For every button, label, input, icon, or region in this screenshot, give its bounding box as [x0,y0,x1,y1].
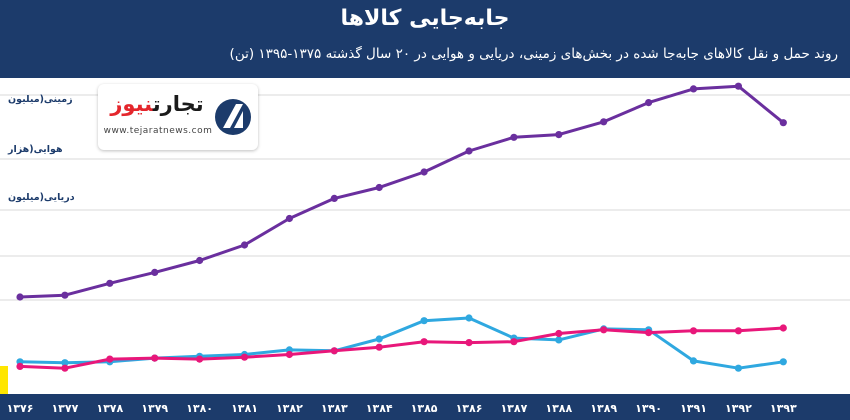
data-point-s2-7 [330,347,338,355]
series-line-2 [19,326,784,370]
data-point-s0-4 [196,256,204,265]
data-point-s2-3 [151,354,159,362]
data-point-s0-8 [375,183,383,192]
data-point-s1-9 [420,317,428,325]
x-tick-label: ۱۳۷۸ [96,402,123,415]
x-tick-label: ۱۳۷۶ [7,402,34,415]
data-point-s2-13 [600,326,608,334]
logo-wordmark: تجارتنیوز [110,92,204,116]
data-point-s1-10 [465,314,473,322]
series-label-sea: دریایی(میلیون [8,192,75,203]
x-tick-label: ۱۳۸۱ [231,402,258,415]
data-point-s2-0 [16,362,24,370]
x-tick-label: ۱۳۹۲ [725,402,752,415]
data-point-s2-14 [645,329,653,337]
data-point-s0-17 [779,119,787,127]
data-point-s0-5 [240,241,249,249]
data-point-s2-11 [510,338,518,346]
line-chart [0,82,850,372]
x-tick-label: ۱۳۸۹ [590,402,617,415]
data-point-s2-12 [555,329,563,338]
data-point-s2-5 [240,353,249,361]
x-tick-label: ۱۳۸۳ [321,402,348,415]
x-tick-label: ۱۳۹۰ [635,402,662,415]
data-point-s1-8 [375,335,383,343]
tejaratnews-logo-icon [215,99,251,135]
x-tick-label: ۱۳۸۴ [366,402,393,415]
data-point-s1-16 [734,364,743,372]
x-tick-label: ۱۳۸۰ [186,402,213,415]
data-point-s0-10 [465,147,473,155]
data-point-s1-17 [779,358,787,366]
data-point-s0-13 [600,118,608,126]
highlight-marker [0,366,8,394]
x-axis: ۱۳۷۶ ۱۳۷۷ ۱۳۷۸ ۱۳۷۹ ۱۳۸۰ ۱۳۸۱ ۱۳۸۲ ۱۳۸۳ ۱۳۸۴ ۱۳۸۵… [7,402,797,415]
x-tick-label: ۱۳۸۷ [500,402,527,415]
x-tick-label: ۱۳۷۹ [141,402,168,415]
data-point-s0-6 [285,214,293,223]
data-point-s1-1 [61,359,69,367]
x-tick-label: ۱۳۸۶ [456,402,483,415]
header-bar: جابه‌جایی کالاها روند حمل و نقل کالاهای … [0,0,850,78]
data-point-s2-4 [196,355,204,363]
series-label-ground: زمینی(میلیون [8,94,73,105]
data-point-s2-10 [465,339,473,347]
data-point-s0-7 [330,194,338,202]
series-label-air: هوایی(هزار [8,144,63,155]
x-tick-label: ۱۳۹۱ [680,402,707,415]
x-axis-band [0,394,850,420]
data-point-s2-16 [734,327,743,335]
data-point-s1-15 [689,357,698,365]
data-point-s0-0 [16,293,24,301]
data-point-s2-9 [420,338,428,346]
data-point-s0-9 [420,168,428,176]
data-point-s2-8 [375,343,383,351]
x-tick-label: ۱۳۸۲ [276,402,303,415]
data-point-s0-3 [151,268,159,276]
data-point-s0-11 [510,133,518,141]
x-tick-label: ۱۳۹۳ [770,402,797,415]
data-point-s0-1 [61,291,69,299]
data-point-s0-15 [689,85,698,93]
data-point-s2-17 [779,324,787,332]
data-point-s2-1 [61,364,69,372]
data-point-s0-2 [106,279,114,287]
data-point-s2-6 [285,350,293,359]
data-point-s2-2 [106,355,114,363]
x-tick-label: ۱۳۸۵ [411,402,438,415]
chart-title: جابه‌جایی کالاها [340,6,510,31]
data-point-s1-12 [555,336,563,344]
data-point-s0-12 [555,131,563,139]
series-line-0 [19,84,785,299]
x-tick-label: ۱۳۸۸ [545,402,572,415]
data-point-s0-16 [734,82,743,90]
x-tick-label: ۱۳۷۷ [51,402,78,415]
chart-subtitle: روند حمل و نقل کالاهای جابه‌جا شده در بخ… [229,46,838,62]
logo-url: www.tejaratnews.com [103,126,213,136]
data-point-s0-14 [645,99,653,107]
data-point-s2-15 [689,327,698,335]
tejaratnews-logo: تجارتنیوز www.tejaratnews.com [98,84,258,150]
